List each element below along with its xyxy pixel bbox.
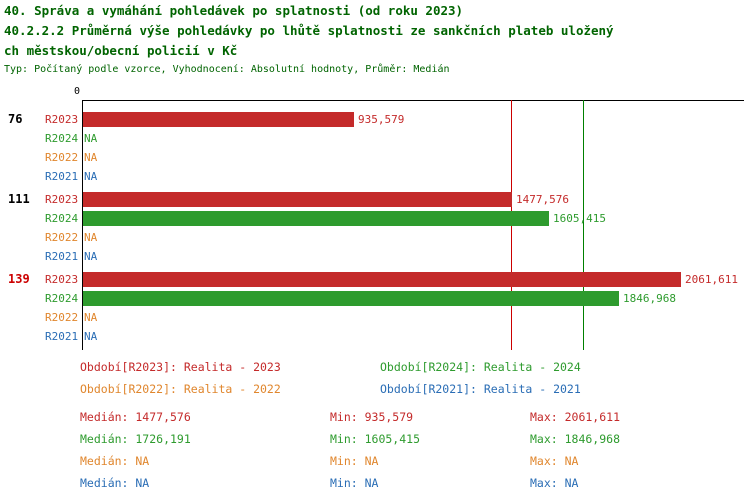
group-label: 111 — [8, 192, 30, 206]
bar-na-label: NA — [84, 250, 98, 263]
series-label: R2023 — [45, 273, 79, 286]
bar — [83, 192, 512, 207]
series-label: R2021 — [45, 250, 79, 263]
stat-median-R2023: Medián: 1477,576 — [80, 410, 191, 424]
stat-median-R2021: Medián: NA — [80, 476, 150, 490]
axis-origin-label: 0 — [73, 86, 80, 97]
bar — [83, 291, 619, 306]
axis-line-top — [82, 100, 744, 101]
series-label: R2021 — [45, 170, 79, 183]
series-label: R2023 — [45, 113, 79, 126]
series-label: R2022 — [45, 231, 79, 244]
chart-meta: Typ: Počítaný podle vzorce, Vyhodnocení:… — [4, 64, 450, 75]
chart-title-line2: 40.2.2.2 Průměrná výše pohledávky po lhů… — [4, 23, 614, 38]
legend-item-R2021: Období[R2021]: Realita - 2021 — [380, 382, 581, 396]
group-label: 76 — [8, 112, 23, 126]
bar-value-label: 1605,415 — [553, 212, 606, 225]
bar — [83, 211, 549, 226]
stat-median-R2024: Medián: 1726,191 — [80, 432, 191, 446]
stat-max-R2021: Max: NA — [530, 476, 579, 490]
chart-title-line3: ch městskou/obecní policií v Kč — [4, 43, 238, 58]
stat-min-R2022: Min: NA — [330, 454, 379, 468]
stat-min-R2021: Min: NA — [330, 476, 379, 490]
bar-na-label: NA — [84, 151, 98, 164]
stat-min-R2023: Min: 935,579 — [330, 410, 414, 424]
legend-item-R2024: Období[R2024]: Realita - 2024 — [380, 360, 581, 374]
axis-line-vertical — [82, 100, 83, 350]
legend-item-R2022: Období[R2022]: Realita - 2022 — [80, 382, 281, 396]
stat-min-R2024: Min: 1605,415 — [330, 432, 421, 446]
bar-value-label: 935,579 — [358, 113, 405, 126]
chart-title-line1: 40. Správa a vymáhání pohledávek po spla… — [4, 3, 464, 18]
group-label: 139 — [8, 272, 30, 286]
bar-value-label: 1846,968 — [623, 292, 676, 305]
stat-max-R2024: Max: 1846,968 — [530, 432, 621, 446]
series-label: R2024 — [45, 212, 79, 225]
stat-max-R2022: Max: NA — [530, 454, 579, 468]
series-label: R2022 — [45, 311, 79, 324]
bar-na-label: NA — [84, 330, 98, 343]
stat-max-R2023: Max: 2061,611 — [530, 410, 621, 424]
bar-na-label: NA — [84, 170, 98, 183]
series-label: R2023 — [45, 193, 79, 206]
series-label: R2021 — [45, 330, 79, 343]
bar — [83, 272, 681, 287]
bar-na-label: NA — [84, 311, 98, 324]
series-label: R2024 — [45, 292, 79, 305]
series-label: R2022 — [45, 151, 79, 164]
bar — [83, 112, 354, 127]
reference-line-R2024 — [583, 100, 584, 350]
series-label: R2024 — [45, 132, 79, 145]
bar-na-label: NA — [84, 231, 98, 244]
bar-value-label: 2061,611 — [685, 273, 738, 286]
stat-median-R2022: Medián: NA — [80, 454, 150, 468]
bar-value-label: 1477,576 — [516, 193, 569, 206]
bar-na-label: NA — [84, 132, 98, 145]
legend-item-R2023: Období[R2023]: Realita - 2023 — [80, 360, 281, 374]
